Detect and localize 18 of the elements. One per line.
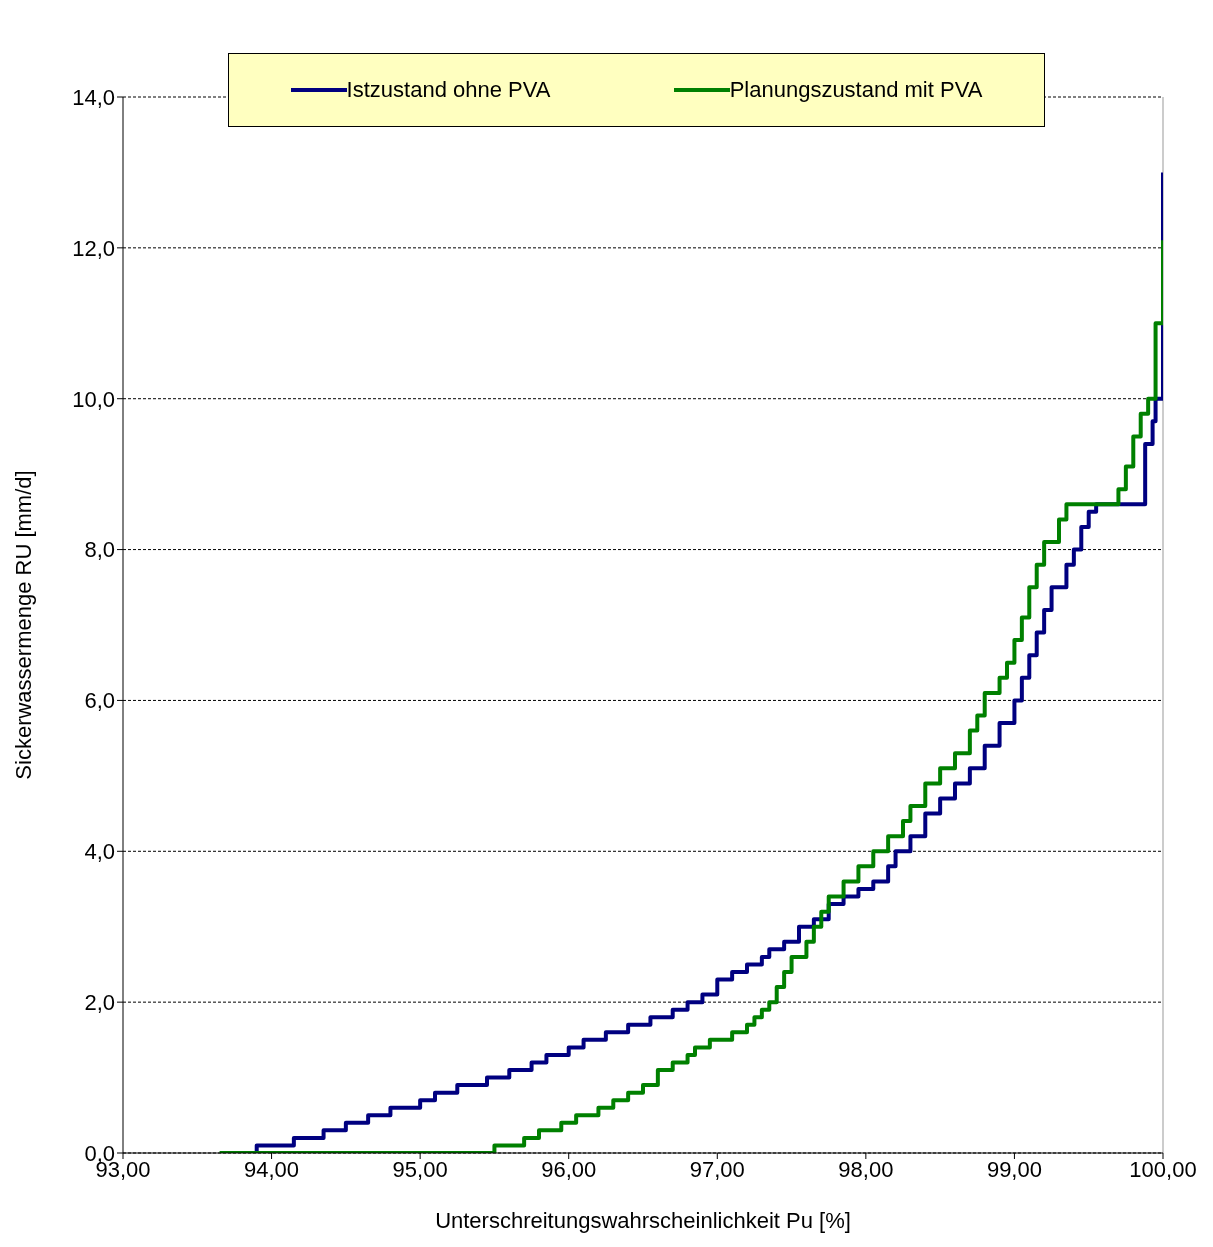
y-tick-label: 4,0 [84, 839, 115, 865]
x-tick-label: 100,00 [1129, 1156, 1197, 1182]
x-tick-label: 99,00 [986, 1156, 1042, 1182]
y-axis-title: Sickerwassermenge RU [mm/d] [10, 470, 36, 780]
y-tick-label: 2,0 [84, 989, 115, 1015]
x-tick-label: 95,00 [392, 1156, 448, 1182]
legend-label: Planungszustand mit PVA [729, 77, 983, 103]
y-tick-label: 6,0 [84, 688, 115, 714]
x-tick-label: 97,00 [689, 1156, 745, 1182]
y-tick-label: 14,0 [72, 84, 115, 110]
legend-label: Istzustand ohne PVA [346, 77, 551, 103]
x-tick-label: 94,00 [244, 1156, 300, 1182]
x-tick-label: 96,00 [541, 1156, 597, 1182]
y-tick-label: 8,0 [84, 537, 115, 563]
y-tick-label: 12,0 [72, 235, 115, 261]
y-tick-label: 10,0 [72, 386, 115, 412]
x-tick-label: 98,00 [838, 1156, 894, 1182]
x-axis-title: Unterschreitungswahrscheinlichkeit Pu [%] [435, 1208, 851, 1233]
